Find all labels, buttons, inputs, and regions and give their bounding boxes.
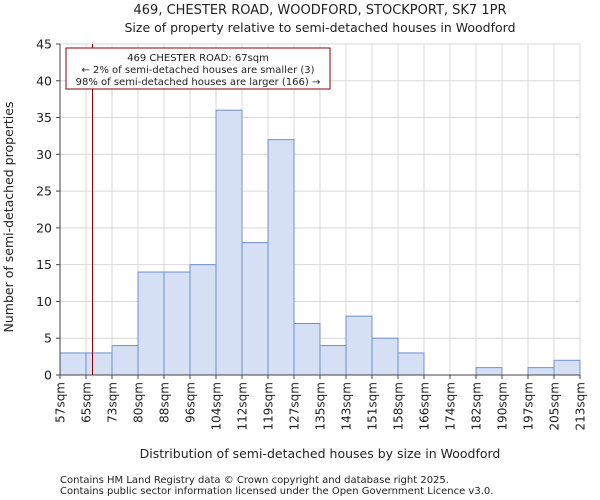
bar-158sqm xyxy=(397,352,425,376)
y-tick-label-7: 35 xyxy=(36,110,52,125)
bar-197sqm xyxy=(527,367,555,376)
bar-88sqm xyxy=(163,271,191,376)
bar-127sqm xyxy=(293,323,321,376)
x-tick-label-151sqm: 151sqm xyxy=(366,382,380,430)
x-tick-label-65sqm: 65sqm xyxy=(80,382,94,423)
x-axis: 57sqm 65sqm 73sqm 80sqm 88sqm 96sqm 104sqm 112s… xyxy=(54,374,588,430)
x-tick-label-80sqm: 80sqm xyxy=(132,382,146,423)
x-tick-label-213sqm: 213sqm xyxy=(574,382,588,430)
x-tick-label-73sqm: 73sqm xyxy=(106,382,120,423)
y-tick-label-0: 0 xyxy=(44,368,52,383)
y-axis: 0 5 10 15 20 25 30 35 40 45 xyxy=(36,37,61,383)
x-tick-label-166sqm: 166sqm xyxy=(418,382,432,430)
x-tick-label-112sqm: 112sqm xyxy=(236,382,250,430)
x-tick-label-205sqm: 205sqm xyxy=(548,382,562,430)
bar-151sqm xyxy=(371,337,399,376)
bar-143sqm xyxy=(345,315,373,376)
annotation-line2: ← 2% of semi-detached houses are smaller… xyxy=(81,65,314,76)
x-tick-label-190sqm: 190sqm xyxy=(496,382,510,430)
bar-119sqm xyxy=(267,139,295,376)
x-tick-label-127sqm: 127sqm xyxy=(288,382,302,430)
annotation-border xyxy=(65,47,331,90)
footer-line2: Contains public sector information licen… xyxy=(60,486,493,497)
y-tick-label-8: 40 xyxy=(36,73,52,88)
x-tick-label-104sqm: 104sqm xyxy=(210,382,224,430)
bar-104sqm xyxy=(215,109,243,376)
y-tick-label-5: 25 xyxy=(36,184,52,199)
bar-73sqm xyxy=(111,345,139,376)
y-tick-label-3: 15 xyxy=(36,257,52,272)
bar-182sqm xyxy=(475,367,503,376)
chart-title: 469, CHESTER ROAD, WOODFORD, STOCKPORT, … xyxy=(134,3,507,18)
chart-subtitle: Size of property relative to semi-detach… xyxy=(124,20,515,35)
y-tick-label-4: 20 xyxy=(36,220,52,235)
bars-group xyxy=(59,109,581,376)
bar-96sqm xyxy=(189,264,217,376)
annotation-box: 469 CHESTER ROAD: 67sqm ← 2% of semi-det… xyxy=(65,47,331,90)
x-tick-label-174sqm: 174sqm xyxy=(444,382,458,430)
x-tick-label-143sqm: 143sqm xyxy=(340,382,354,430)
x-tick-label-197sqm: 197sqm xyxy=(522,382,536,430)
bar-80sqm xyxy=(137,271,165,376)
bar-135sqm xyxy=(319,345,347,376)
y-tick-label-1: 5 xyxy=(44,331,52,346)
annotation-line3: 98% of semi-detached houses are larger (… xyxy=(76,77,321,88)
x-tick-label-88sqm: 88sqm xyxy=(158,382,172,423)
x-tick-label-57sqm: 57sqm xyxy=(54,382,68,423)
y-tick-label-2: 10 xyxy=(36,294,52,309)
x-tick-label-158sqm: 158sqm xyxy=(392,382,406,430)
x-tick-label-96sqm: 96sqm xyxy=(184,382,198,423)
bar-205sqm xyxy=(553,359,581,376)
annotation-line1: 469 CHESTER ROAD: 67sqm xyxy=(127,53,269,64)
y-axis-label: Number of semi-detached properties xyxy=(1,102,16,333)
x-tick-label-182sqm: 182sqm xyxy=(470,382,484,430)
x-tick-label-119sqm: 119sqm xyxy=(262,382,276,430)
x-tick-label-135sqm: 135sqm xyxy=(314,382,328,430)
bar-65sqm xyxy=(85,352,113,376)
bar-112sqm xyxy=(241,242,269,376)
x-axis-label: Distribution of semi-detached houses by … xyxy=(140,446,501,461)
y-tick-label-9: 45 xyxy=(36,37,52,52)
footer-line1: Contains HM Land Registry data © Crown c… xyxy=(60,475,449,486)
bar-57sqm xyxy=(59,352,87,376)
y-tick-label-6: 30 xyxy=(36,147,52,162)
